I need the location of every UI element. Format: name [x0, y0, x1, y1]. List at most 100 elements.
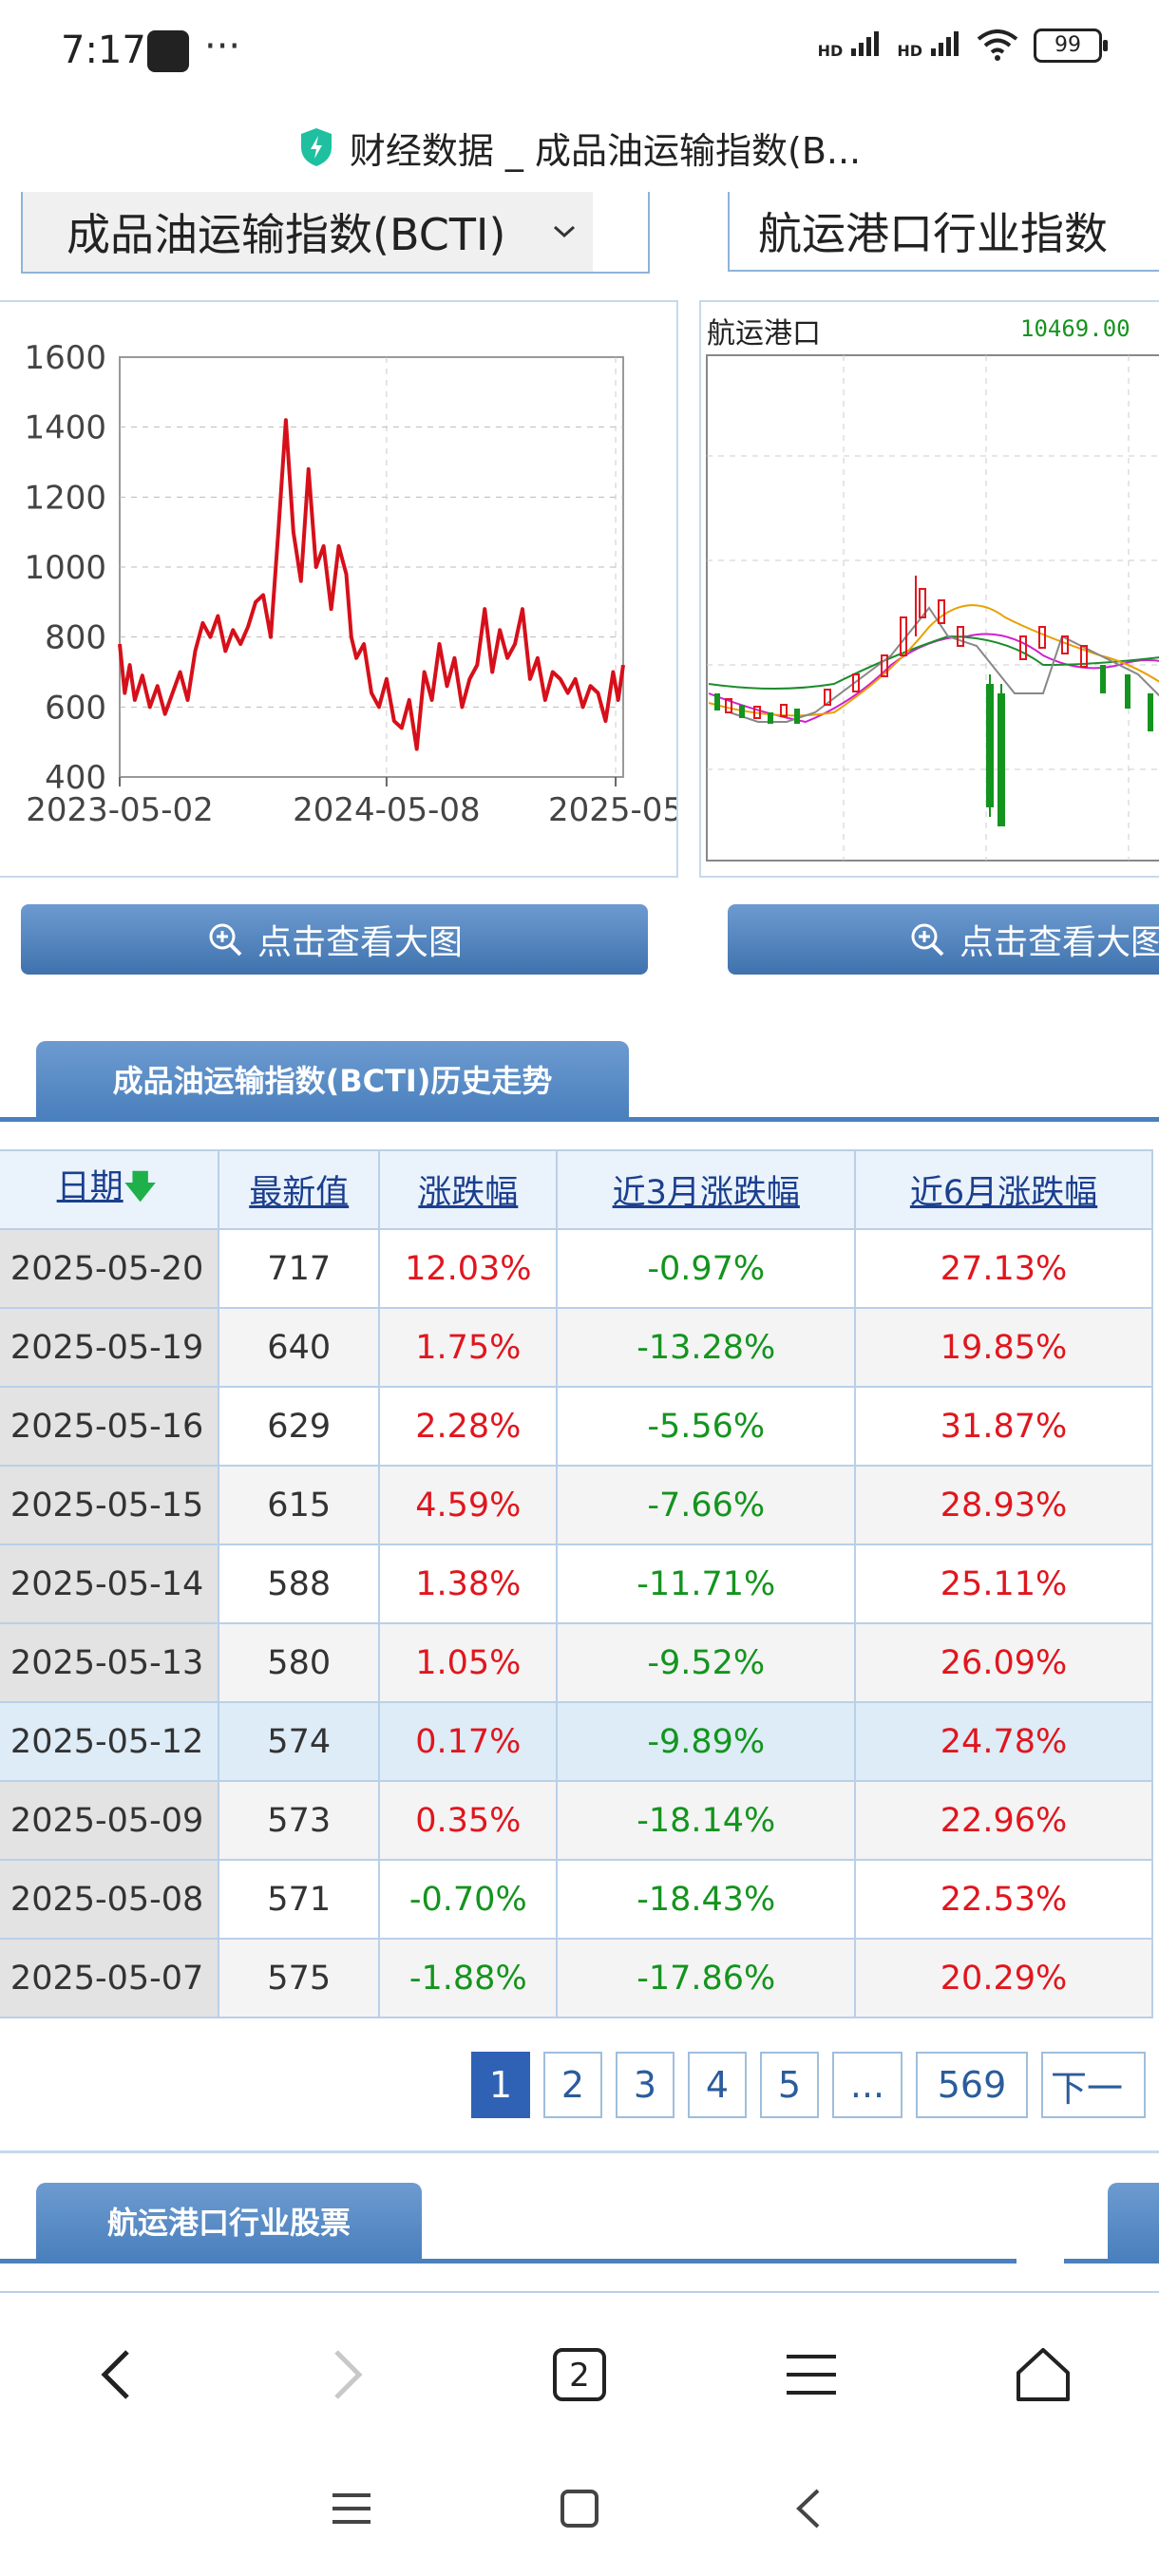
security-shield-icon — [300, 128, 332, 166]
industry-stocks-tab[interactable]: 航运港口行业股票 — [36, 2183, 422, 2259]
cell-date: 2025-05-07 — [0, 1938, 220, 2018]
cell-change3m: -11.71% — [556, 1544, 857, 1624]
index-select-value: 成品油运输指数(BCTI) — [66, 209, 506, 260]
cell-change3m: -9.52% — [556, 1622, 857, 1703]
cell-date: 2025-05-13 — [0, 1622, 220, 1703]
app-notification-icon — [147, 30, 189, 72]
secondary-tab[interactable] — [1108, 2183, 1159, 2259]
x-tick-label: 2024-05-08 — [293, 791, 481, 829]
cell-change6m: 27.13% — [854, 1228, 1153, 1309]
cell-latest: 575 — [218, 1938, 381, 2018]
latest-value-header[interactable]: 最新值 — [218, 1149, 381, 1230]
cell-latest: 640 — [218, 1307, 381, 1388]
cell-change6m: 25.11% — [854, 1544, 1153, 1624]
network-label-2: HD — [897, 42, 922, 60]
browser-toolbar: 2 — [0, 2308, 1159, 2441]
y-tick-label: 1600 — [24, 339, 106, 377]
tabs-button[interactable]: 2 — [542, 2337, 618, 2413]
kline-chart — [706, 354, 1159, 862]
forward-button[interactable] — [310, 2337, 386, 2413]
home-button[interactable] — [1005, 2337, 1081, 2413]
x-tick-label: 2025-05 — [548, 791, 676, 829]
cell-change3m: -7.66% — [556, 1465, 857, 1545]
page-last-button[interactable]: 569 — [916, 2052, 1028, 2118]
table-row: 2025-05-08 571 -0.70% -18.43% 22.53% — [0, 1859, 1153, 1940]
back-arrow-icon — [101, 2350, 129, 2399]
view-large-chart-button[interactable]: 点击查看大图 — [21, 904, 648, 975]
table-row: 2025-05-20 717 12.03% -0.97% 27.13% — [0, 1228, 1153, 1309]
battery-icon: 99 — [1034, 28, 1108, 63]
forward-arrow-icon — [334, 2350, 363, 2399]
cell-date: 2025-05-15 — [0, 1465, 220, 1545]
table-row: 2025-05-16 629 2.28% -5.56% 31.87% — [0, 1386, 1153, 1467]
industry-index-dropdown[interactable]: 航运港口行业指数 — [728, 192, 1159, 272]
svg-text:2: 2 — [569, 2357, 590, 2395]
cell-date: 2025-05-16 — [0, 1386, 220, 1467]
change-3m-header[interactable]: 近3月涨跌幅 — [556, 1149, 857, 1230]
back-chevron-icon — [796, 2489, 820, 2529]
more-notifications-icon: ··· — [204, 25, 241, 68]
home-icon — [1016, 2348, 1070, 2401]
signal-icon-2: HD — [897, 29, 961, 62]
page-1-button[interactable]: 1 — [471, 2052, 530, 2118]
section2-divider-right — [1064, 2259, 1159, 2263]
cell-change3m: -5.56% — [556, 1386, 857, 1467]
system-home-button[interactable] — [542, 2471, 618, 2547]
pagination: 1 2 3 4 5 ... 569 下一 — [471, 2052, 1146, 2118]
cell-latest: 717 — [218, 1228, 381, 1309]
cell-change: 2.28% — [378, 1386, 559, 1467]
cell-date: 2025-05-08 — [0, 1859, 220, 1940]
y-tick-label: 1400 — [24, 409, 106, 447]
next-page-button[interactable]: 下一 — [1041, 2052, 1146, 2118]
y-tick-label: 400 — [45, 759, 106, 797]
table-header-row: 日期🡇 最新值 涨跌幅 近3月涨跌幅 近6月涨跌幅 — [0, 1149, 1153, 1230]
section-divider — [0, 1117, 1159, 1122]
status-bar: 7:17 ··· HD HD 99 — [0, 0, 1159, 104]
system-navigation-bar — [0, 2441, 1159, 2576]
system-back-button[interactable] — [770, 2471, 846, 2547]
cell-date: 2025-05-14 — [0, 1544, 220, 1624]
cell-change: 0.35% — [378, 1780, 559, 1861]
page-3-button[interactable]: 3 — [616, 2052, 674, 2118]
cell-change: 1.38% — [378, 1544, 559, 1624]
shipping-port-kline-panel[interactable]: 航运港口 10469.00 — [699, 300, 1159, 878]
cell-change: 4.59% — [378, 1465, 559, 1545]
cell-change3m: -9.89% — [556, 1701, 857, 1782]
table-row: 2025-05-12 574 0.17% -9.89% 24.78% — [0, 1701, 1153, 1782]
page-5-button[interactable]: 5 — [760, 2052, 819, 2118]
kline-title: 航运港口 — [707, 317, 821, 350]
sort-down-arrow-icon: 🡇 — [123, 1168, 158, 1206]
date-header-label: 日期 — [56, 1168, 124, 1206]
table-row: 2025-05-13 580 1.05% -9.52% 26.09% — [0, 1622, 1153, 1703]
cell-latest: 580 — [218, 1622, 381, 1703]
change-header[interactable]: 涨跌幅 — [378, 1149, 559, 1230]
menu-button[interactable] — [773, 2337, 849, 2413]
zoom-in-icon — [911, 923, 944, 957]
status-indicators: HD HD 99 — [818, 28, 1108, 63]
back-button[interactable] — [78, 2337, 154, 2413]
page-title-bar[interactable]: 财经数据 _ 成品油运输指数(B... — [0, 104, 1159, 190]
cell-change6m: 22.96% — [854, 1780, 1153, 1861]
change-6m-header[interactable]: 近6月涨跌幅 — [854, 1149, 1153, 1230]
history-trend-tab[interactable]: 成品油运输指数(BCTI)历史走势 — [36, 1041, 629, 1117]
table-row: 2025-05-09 573 0.35% -18.14% 22.96% — [0, 1780, 1153, 1861]
square-home-icon — [560, 2490, 598, 2528]
cell-date: 2025-05-12 — [0, 1701, 220, 1782]
industry-index-value: 航运港口行业指数 — [758, 208, 1108, 259]
bcti-line-chart-panel[interactable]: 1600 1400 1200 1000 800 600 400 2023-05-02 2024-… — [0, 300, 683, 878]
tabs-count-icon: 2 — [553, 2348, 606, 2401]
signal-icon: HD — [818, 29, 883, 62]
page-4-button[interactable]: 4 — [688, 2052, 747, 2118]
y-tick-label: 1000 — [24, 549, 106, 587]
cell-change: 12.03% — [378, 1228, 559, 1309]
page-2-button[interactable]: 2 — [543, 2052, 602, 2118]
y-tick-label: 600 — [45, 689, 106, 727]
sort-by-date-header[interactable]: 日期🡇 — [0, 1149, 220, 1230]
y-tick-label: 800 — [45, 619, 106, 657]
pager-divider — [0, 2150, 1159, 2153]
index-select-dropdown[interactable]: 成品油运输指数(BCTI) — [21, 192, 650, 274]
view-large-kline-button[interactable]: 点击查看大图 — [728, 904, 1159, 975]
recent-apps-button[interactable] — [314, 2471, 390, 2547]
view-large-chart-label: 点击查看大图 — [256, 923, 463, 962]
